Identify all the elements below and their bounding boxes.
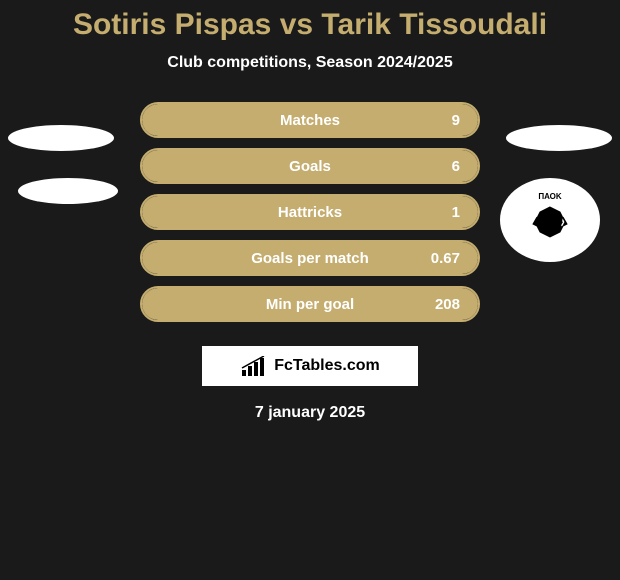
stat-value: 9 (452, 112, 460, 129)
stat-value: 1 (452, 204, 460, 221)
comparison-title: Sotiris Pispas vs Tarik Tissoudali (73, 8, 547, 42)
branding-badge: FcTables.com (202, 346, 418, 386)
stat-value: 0.67 (431, 250, 460, 267)
stat-row: Min per goal 208 (140, 286, 480, 322)
subtitle: Club competitions, Season 2024/2025 (167, 54, 452, 72)
stat-label: Goals (289, 158, 331, 175)
branding-text: FcTables.com (274, 357, 380, 375)
stat-value: 208 (435, 296, 460, 313)
stat-row: Matches 9 (140, 102, 480, 138)
stat-label: Min per goal (266, 296, 354, 313)
stat-value: 6 (452, 158, 460, 175)
stat-row: Goals per match 0.67 (140, 240, 480, 276)
stat-label: Goals per match (251, 250, 369, 267)
date-label: 7 january 2025 (255, 404, 365, 422)
stat-label: Matches (280, 112, 340, 129)
stats-container: Matches 9 Goals 6 Hattricks 1 Goals per … (0, 102, 620, 332)
chart-icon (240, 356, 270, 376)
stat-row: Hattricks 1 (140, 194, 480, 230)
stat-label: Hattricks (278, 204, 342, 221)
stat-row: Goals 6 (140, 148, 480, 184)
